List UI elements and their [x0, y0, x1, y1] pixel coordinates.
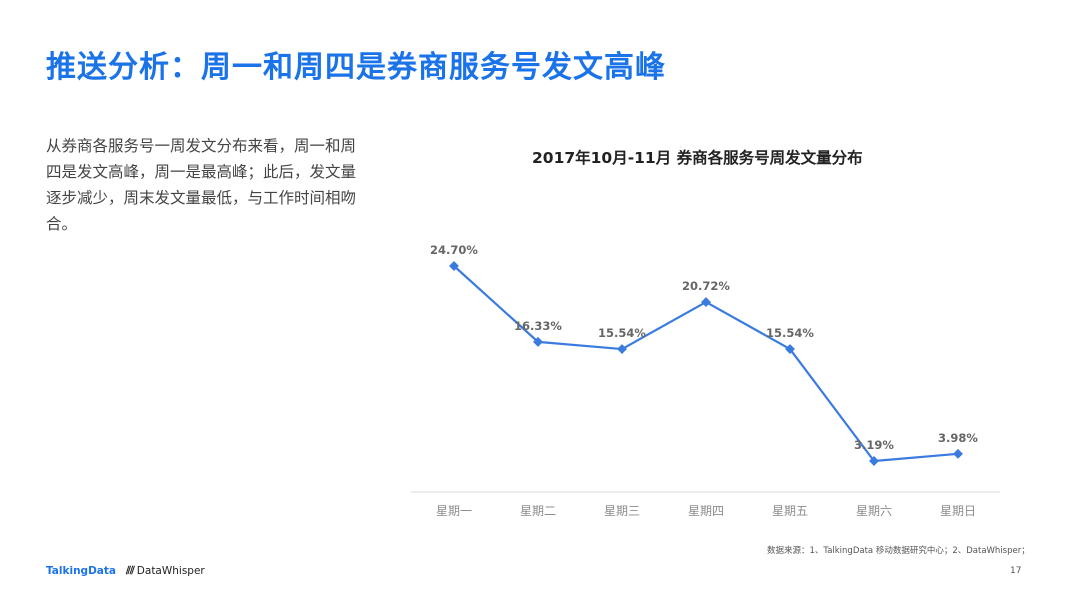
data-label-7: 3.98% — [938, 431, 978, 445]
datawhisper-logo-text: DataWhisper — [136, 565, 205, 577]
series-line — [453, 265, 959, 463]
data-point-3 — [617, 344, 627, 354]
x-tick-label-4: 星期四 — [688, 504, 724, 518]
description-text: 从券商各服务号一周发文分布来看，周一和周四是发文高峰，周一是最高峰；此后，发文量… — [46, 137, 357, 233]
data-point-7 — [953, 448, 963, 459]
datawhisper-mark-icon: ⫽⫽ — [125, 564, 135, 577]
datawhisper-logo: ⫽⫽ DataWhisper — [126, 564, 205, 578]
data-source-note: 数据来源：1、TalkingData 移动数据研究中心；2、DataWhispe… — [767, 546, 1030, 556]
data-label-5: 15.54% — [766, 326, 814, 340]
x-tick-label-1: 星期一 — [436, 504, 472, 518]
footer-logos: TalkingData ⫽⫽ DataWhisper — [46, 564, 205, 578]
slide-title: 推送分析：周一和周四是券商服务号发文高峰 — [46, 50, 666, 85]
data-label-2: 16.33% — [514, 319, 562, 333]
data-point-5 — [785, 344, 795, 354]
data-label-4: 20.72% — [682, 279, 730, 293]
data-point-4 — [701, 297, 711, 308]
data-label-3: 15.54% — [598, 326, 646, 340]
data-label-1: 24.70% — [430, 243, 478, 257]
data-point-6 — [869, 456, 879, 466]
talkingdata-logo: TalkingData — [46, 565, 116, 577]
page-number: 17 — [1010, 566, 1022, 576]
x-tick-label-6: 星期六 — [856, 504, 892, 518]
data-label-6: 3.19% — [854, 438, 894, 452]
data-point-1 — [449, 261, 459, 271]
data-point-2 — [533, 336, 543, 347]
x-tick-label-2: 星期二 — [520, 504, 556, 518]
x-tick-label-3: 星期三 — [604, 504, 640, 518]
chart-title: 2017年10月-11月 券商各服务号周发文量分布 — [532, 149, 863, 167]
x-tick-label-5: 星期五 — [772, 504, 808, 518]
x-tick-label-7: 星期日 — [940, 504, 976, 518]
